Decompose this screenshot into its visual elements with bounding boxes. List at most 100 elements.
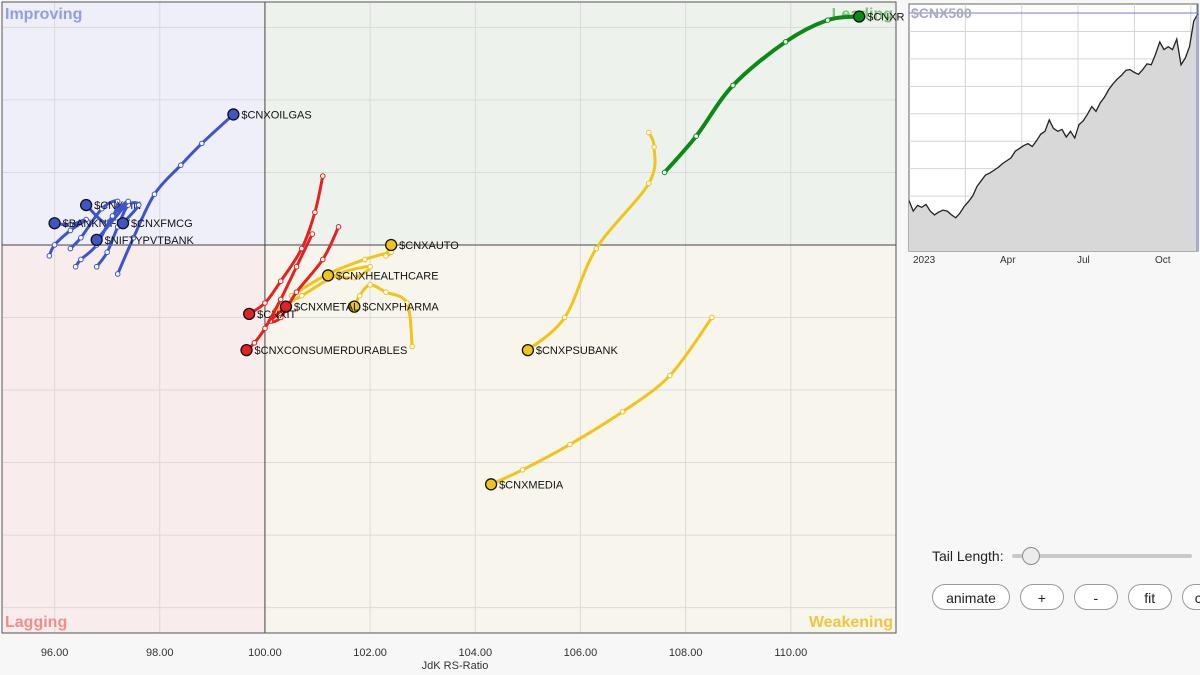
- weakening-label: Weakening: [809, 614, 893, 631]
- x-tick-label: 110.00: [774, 647, 807, 659]
- series-head-point: [48, 217, 61, 230]
- tail-point: [335, 271, 342, 277]
- tail-point: [335, 224, 342, 230]
- tail-point: [130, 234, 137, 241]
- x-tick-label: 106.00: [564, 647, 598, 659]
- tail-point: [319, 173, 326, 179]
- lagging-label: Lagging: [5, 614, 67, 631]
- tail-point: [114, 198, 121, 205]
- x-tick-label: 96.00: [41, 647, 69, 659]
- tail-point: [356, 292, 363, 299]
- tail-point: [67, 227, 74, 234]
- tail-point: [277, 278, 284, 285]
- series-head-point: [279, 300, 293, 313]
- series-niftypvtbank: $NIFTYPVTBANK: [72, 198, 195, 270]
- series-head-point: [243, 307, 256, 321]
- tail-length-slider-thumb[interactable]: [1021, 547, 1040, 565]
- improving-quadrant: [2, 2, 265, 245]
- series-head-point: [79, 198, 93, 212]
- series-label: $CNXMETAL: [294, 302, 359, 314]
- tail-point: [693, 133, 699, 139]
- tail-length-slider[interactable]: [1011, 547, 1192, 565]
- series-head-point: [853, 10, 866, 23]
- tail-point: [251, 340, 258, 346]
- tail-point: [646, 129, 652, 136]
- series-label: $CNXCONSUMERDURABLES: [255, 345, 408, 357]
- mini-line: [908, 13, 1199, 219]
- tail-length-label: Tail Length:: [932, 548, 1004, 564]
- series-head-point: [484, 478, 498, 491]
- tail-point: [46, 253, 53, 259]
- tail-point: [262, 300, 268, 306]
- tail-point: [135, 202, 142, 208]
- tail-point: [78, 234, 84, 241]
- series-label: $CNXREALTY: [867, 12, 905, 24]
- tail-point: [67, 221, 74, 228]
- tail-point: [309, 231, 316, 237]
- tail-point: [151, 191, 158, 198]
- series-label: $CNXOILGAS: [241, 109, 311, 121]
- mini-area: [909, 13, 1198, 251]
- series-label: $CNXPSUBANK: [536, 345, 619, 357]
- tail-point: [78, 256, 84, 263]
- tail-point: [277, 314, 284, 321]
- tail-point: [367, 282, 373, 288]
- series-head-point: [321, 269, 335, 282]
- tail-point: [351, 274, 358, 281]
- lagging-quadrant: [2, 244, 265, 634]
- zoom-out-button[interactable]: -: [1073, 584, 1118, 610]
- series-head-point: [521, 343, 535, 357]
- tail-point: [646, 180, 652, 187]
- tail-point: [730, 82, 736, 89]
- x-tick-label: 108.00: [669, 647, 703, 659]
- tail-point: [782, 39, 789, 45]
- tail-point: [667, 372, 673, 379]
- tail-point: [519, 467, 526, 473]
- tail-point: [99, 205, 105, 212]
- series-cnxfmcg: $CNXFMCG: [93, 201, 193, 270]
- series-label: $CNXIT: [257, 309, 296, 321]
- tail-point: [93, 263, 100, 270]
- tail-point: [67, 245, 74, 252]
- tail-point: [125, 198, 132, 205]
- series-tail: [116, 112, 235, 276]
- zoom-in-button[interactable]: +: [1019, 584, 1064, 610]
- tail-point: [277, 296, 284, 303]
- x-tick-label: 104.00: [458, 647, 492, 659]
- series-head-point: [90, 233, 103, 247]
- series-cnxpharma: $CNXPHARMA: [348, 282, 439, 350]
- mini-x-tick-label: Apr: [1000, 255, 1016, 266]
- animate-button[interactable]: animate: [932, 584, 1010, 610]
- series-cnxmedia: $CNXMEDIA: [484, 314, 715, 491]
- series-label: $CNXHEALTHCARE: [336, 270, 439, 282]
- series-label: $CNXPHARMA: [362, 302, 439, 314]
- tail-point: [561, 314, 568, 321]
- series-cnxpsubank: $CNXPSUBANK: [521, 129, 657, 357]
- tail-point: [83, 216, 89, 223]
- series-cnxit: $CNXIT: [243, 173, 326, 321]
- tail-point: [319, 256, 326, 263]
- tail-point: [104, 249, 110, 256]
- x-axis-label: JdK RS-Ratio: [422, 660, 489, 672]
- series-label: $CNXAUTO: [399, 240, 459, 252]
- series-head-point: [385, 238, 398, 252]
- plot-border: [1, 1, 897, 634]
- tail-point: [651, 144, 657, 150]
- tail-point: [72, 263, 79, 270]
- x-tick-label: 100.00: [248, 647, 282, 659]
- series-cnxconsumerdurables: $CNXCONSUMERDURABLES: [240, 231, 408, 357]
- center-button[interactable]: ctr: [1181, 584, 1200, 610]
- x-tick-label: 98.00: [146, 647, 174, 659]
- tail-point: [114, 271, 121, 277]
- tail-point: [383, 253, 389, 259]
- tail-point: [709, 314, 715, 321]
- mini-x-tick-label: 2023: [913, 255, 936, 266]
- tail-point: [619, 408, 626, 415]
- tail-point: [362, 256, 368, 263]
- series-label: $NIFTYPVTBANK: [105, 235, 195, 247]
- fit-button[interactable]: fit: [1127, 584, 1172, 610]
- tail-point: [293, 263, 300, 270]
- tail-point: [199, 140, 205, 147]
- series-label: $CNXFMCG: [131, 218, 193, 230]
- series-cnxoilgas: $CNXOILGAS: [114, 108, 312, 277]
